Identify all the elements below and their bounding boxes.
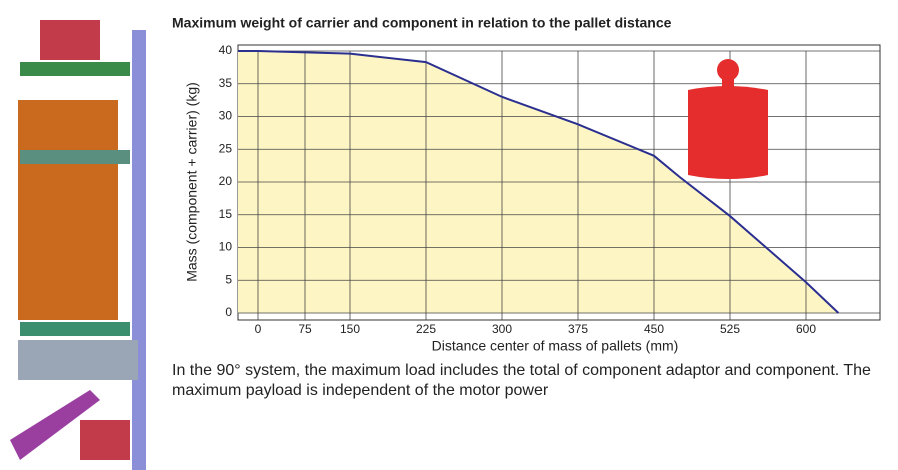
y-tick-label: 10	[219, 240, 233, 254]
y-tick-label: 20	[219, 174, 233, 188]
x-tick-label: 525	[720, 322, 740, 336]
y-tick-label: 5	[225, 272, 232, 286]
y-axis-label: Mass (component + carrier) (kg)	[184, 82, 200, 282]
chart-title: Maximum weight of carrier and component …	[172, 15, 672, 31]
x-tick-label: 300	[492, 322, 512, 336]
x-tick-label: 150	[340, 322, 360, 336]
x-tick-label: 225	[416, 322, 436, 336]
y-tick-label: 0	[225, 305, 232, 319]
x-tick-label: 600	[796, 322, 816, 336]
x-tick-label: 375	[568, 322, 588, 336]
x-tick-label: 75	[298, 322, 312, 336]
machine-illustration	[10, 20, 146, 470]
y-tick-label: 35	[219, 76, 233, 90]
x-tick-label: 0	[255, 322, 262, 336]
page: Maximum weight of carrier and component …	[0, 0, 898, 470]
x-axis-label: Distance center of mass of pallets (mm)	[432, 338, 679, 354]
y-tick-label: 40	[219, 43, 233, 57]
y-tick-label: 15	[219, 207, 233, 221]
y-tick-label: 30	[219, 109, 233, 123]
y-tick-label: 25	[219, 141, 233, 155]
x-tick-label: 450	[644, 322, 664, 336]
caption: In the 90° system, the maximum load incl…	[172, 361, 872, 401]
